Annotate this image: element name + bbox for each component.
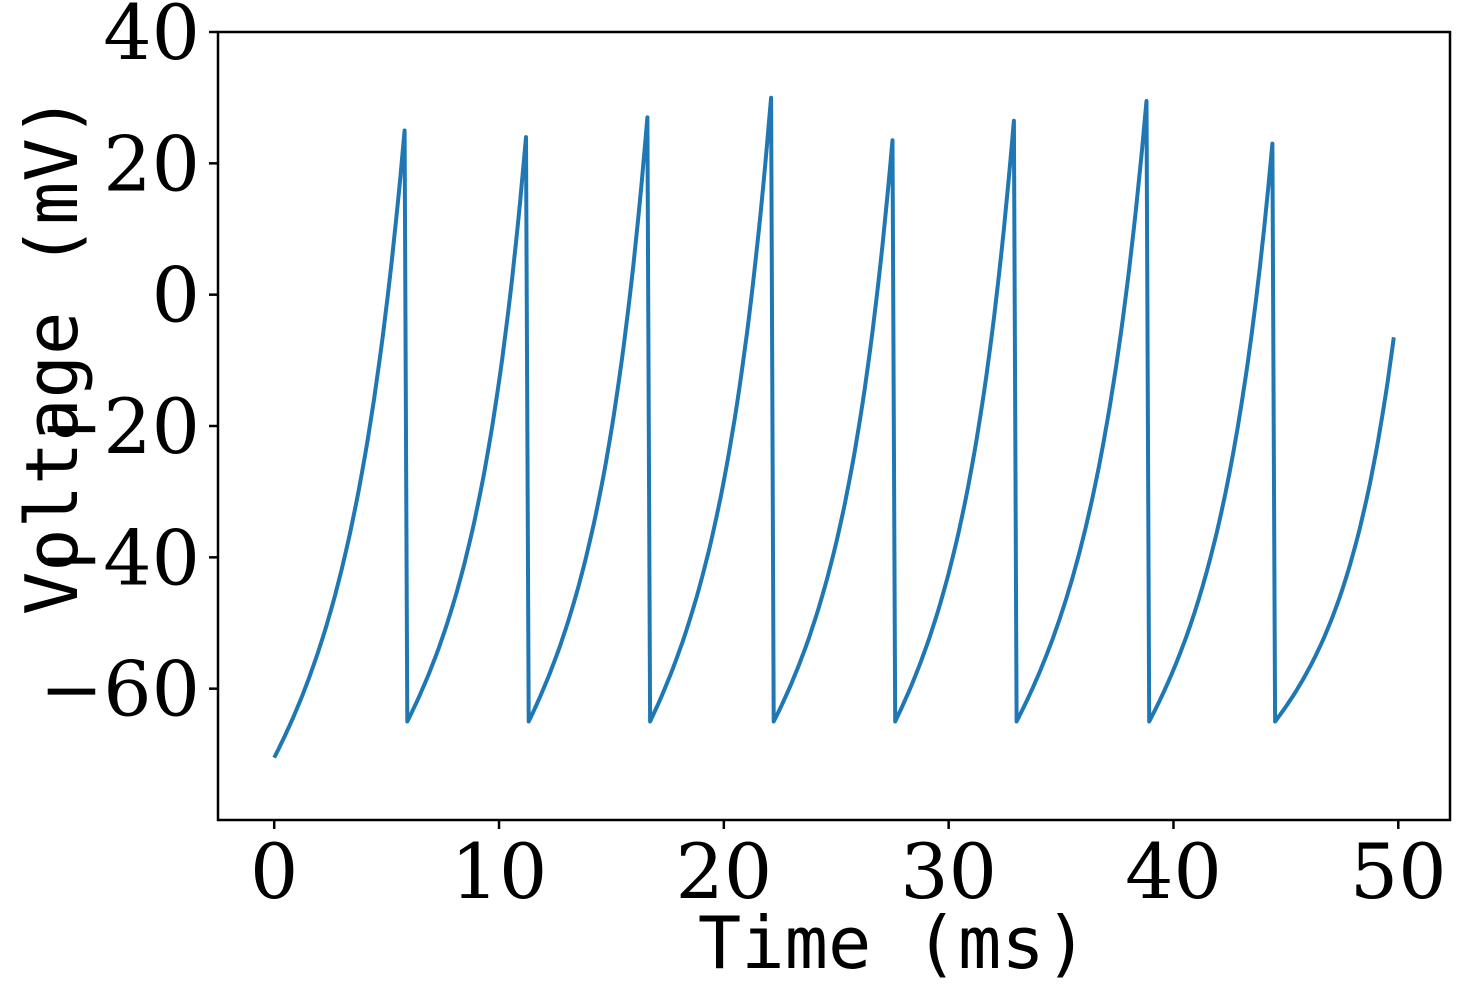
x-axis: 0 10 20 30 40 50 [250,820,1447,916]
voltage-trace [272,95,1396,759]
y-tick-label: −40 [40,513,200,602]
y-tick-label: 20 [103,119,200,208]
plot-area [216,30,1452,822]
y-tick-label: 40 [103,0,200,77]
x-tick-label: 20 [675,827,772,916]
y-tick-label: 0 [152,251,200,340]
y-tick-label: −20 [40,382,200,471]
x-axis-title: Time (ms) [698,901,1088,985]
x-tick-label: 10 [451,827,548,916]
x-tick-label: 0 [250,827,298,916]
y-axis-title: Voltage (mV) [10,95,94,615]
x-tick-label: 50 [1350,827,1447,916]
x-tick-label: 30 [900,827,997,916]
x-tick-label: 40 [1125,827,1222,916]
y-tick-label: −60 [40,645,200,734]
y-axis: −60 −40 −20 0 20 40 [40,0,218,734]
